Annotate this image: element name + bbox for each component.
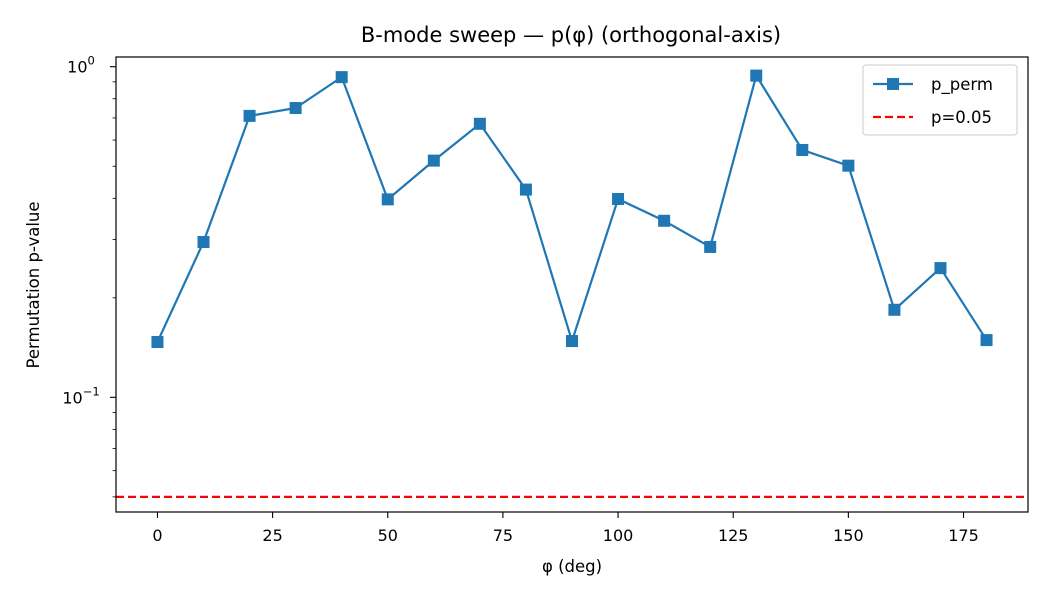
plot-area	[116, 69, 1028, 498]
data-point	[888, 303, 901, 316]
data-point	[151, 336, 164, 349]
data-point	[704, 240, 717, 253]
x-tick-label: 100	[603, 526, 634, 545]
x-tick-label: 0	[152, 526, 162, 545]
data-point	[658, 214, 671, 227]
data-point	[796, 143, 809, 156]
data-point	[381, 193, 394, 206]
x-tick-label: 175	[948, 526, 979, 545]
data-point	[243, 109, 256, 122]
axes-frame	[115, 56, 1029, 513]
data-point	[566, 335, 578, 348]
series-p-perm-line	[156, 74, 988, 343]
legend: p_perm p=0.05	[862, 64, 1018, 136]
x-tick-label: 25	[262, 526, 282, 545]
legend-p005-label: p=0.05	[931, 108, 992, 127]
y-tick-label: 10−1	[62, 384, 99, 407]
data-point	[980, 334, 993, 347]
data-point	[612, 193, 625, 206]
data-point	[473, 117, 486, 130]
y-tick-label: 100	[67, 54, 95, 77]
data-point	[289, 102, 302, 115]
y-axis-label: Permutation p-value	[24, 201, 43, 368]
x-axis-label: φ (deg)	[542, 557, 602, 576]
data-point	[842, 159, 855, 172]
data-point	[335, 71, 348, 84]
data-point	[519, 183, 532, 196]
data-point	[934, 262, 947, 275]
chart-title: B-mode sweep — p(φ) (orthogonal-axis)	[361, 23, 781, 47]
x-tick-label: 50	[378, 526, 398, 545]
x-tick-label: 150	[833, 526, 864, 545]
legend-p-perm-marker	[887, 78, 899, 90]
legend-p-perm-label: p_perm	[931, 75, 993, 95]
data-point	[197, 236, 210, 249]
x-axis: 0 25 50 75 100 125 150 175	[152, 512, 979, 545]
x-tick-label: 75	[493, 526, 513, 545]
x-tick-label: 125	[718, 526, 749, 545]
data-point	[750, 69, 763, 82]
data-point	[427, 154, 440, 167]
y-axis: 10−1 100	[62, 54, 116, 498]
